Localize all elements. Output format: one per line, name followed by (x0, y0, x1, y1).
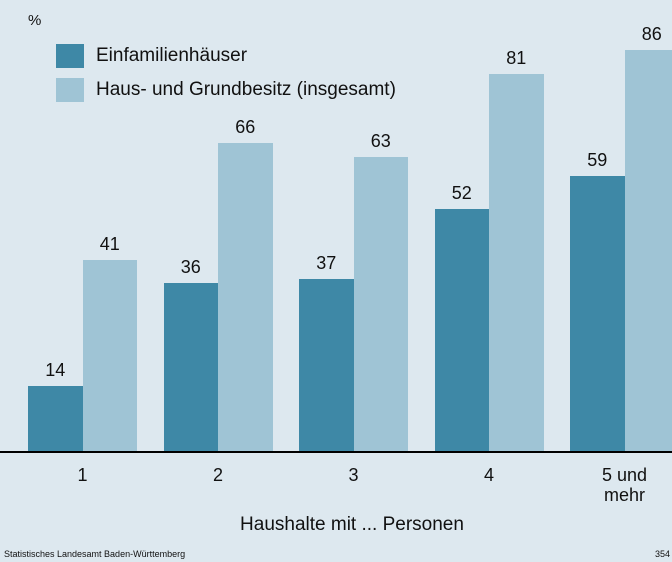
bar (218, 143, 273, 451)
x-tick-label: 4 (483, 465, 494, 485)
data-label: 66 (235, 117, 256, 138)
data-label: 86 (641, 24, 662, 45)
bar (82, 259, 137, 451)
bar (163, 283, 218, 451)
data-label: 41 (99, 233, 120, 254)
source: Statistisches Landesamt Baden-Württember… (4, 549, 186, 559)
x-tick-label: 5 und mehr (601, 465, 648, 505)
bar (624, 50, 672, 451)
page-number: 354 (655, 549, 671, 559)
data-label: 59 (587, 150, 608, 171)
y-unit-label: % (28, 12, 42, 29)
bar (299, 278, 354, 451)
bar (434, 208, 489, 451)
data-label: 37 (316, 252, 337, 273)
x-axis-line (0, 451, 672, 453)
data-label: 63 (370, 131, 391, 152)
x-axis-title: Haushalte mit ... Personen (240, 514, 464, 535)
x-tick-label: 3 (348, 465, 359, 485)
bar (570, 176, 625, 451)
legend-swatch (56, 44, 84, 68)
legend-label: Einfamilienhäuser (96, 45, 248, 66)
x-tick-label: 2 (212, 465, 223, 485)
data-label: 52 (451, 182, 472, 203)
x-tick-label: 1 (77, 465, 88, 485)
data-label: 36 (180, 257, 201, 278)
legend-swatch (56, 78, 84, 102)
data-label: 14 (45, 359, 66, 380)
data-label: 81 (506, 47, 527, 68)
bar (353, 157, 408, 451)
bar (489, 73, 544, 451)
legend-label: Haus- und Grundbesitz (insgesamt) (96, 79, 396, 100)
bar (28, 385, 83, 451)
